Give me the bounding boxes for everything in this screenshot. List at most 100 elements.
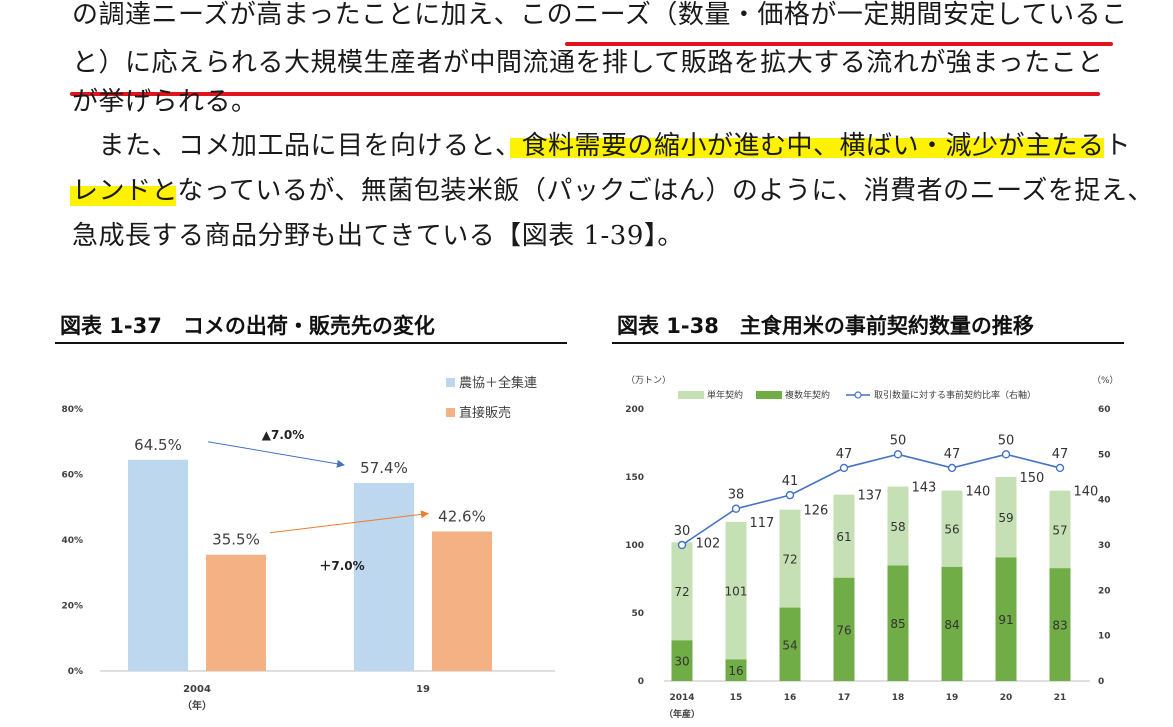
text-line-2: と）に応えられる大規模生産者が中間流通を排して販路を拡大する流れが強まったこと bbox=[72, 48, 1104, 78]
bar-single-year-20 bbox=[995, 477, 1017, 558]
y-tick-label: 0% bbox=[68, 667, 83, 677]
legend-swatch bbox=[446, 408, 455, 417]
right-tick-label: 0 bbox=[1098, 677, 1104, 687]
single-year-value: 101 bbox=[725, 585, 748, 599]
left-tick-label: 50 bbox=[631, 609, 644, 619]
total-value: 117 bbox=[750, 516, 775, 531]
left-tick-label: 150 bbox=[625, 473, 644, 483]
x-tick-label: 16 bbox=[784, 693, 797, 703]
bar-multi-year-20 bbox=[995, 557, 1017, 681]
bar-single-year-21 bbox=[1049, 490, 1071, 569]
bar-value-label: 42.6% bbox=[438, 507, 486, 525]
legend-label: 農協＋全集連 bbox=[459, 375, 537, 391]
ratio-point bbox=[893, 450, 903, 459]
bar-multi-year-16 bbox=[779, 607, 801, 681]
bar-single-year-15 bbox=[725, 521, 747, 660]
ratio-point bbox=[1055, 463, 1065, 473]
bar-single-year-18 bbox=[887, 486, 909, 566]
bar-multi-year-19 bbox=[941, 566, 963, 681]
increase-annotation: ＋7.0% bbox=[319, 559, 364, 573]
x-tick-label: 19 bbox=[416, 684, 430, 695]
y-tick-label: 20% bbox=[61, 602, 83, 612]
right-tick-label: 50 bbox=[1098, 450, 1111, 460]
left-tick-label: 200 bbox=[625, 405, 644, 415]
decrease-annotation: ▲7.0% bbox=[262, 428, 305, 442]
figure-37-rule bbox=[55, 342, 567, 344]
legend-label: 複数年契約 bbox=[785, 389, 830, 401]
figure-37-title: 図表 1-37 コメの出荷・販売先の変化 bbox=[60, 314, 435, 338]
bar-single-year-17 bbox=[833, 494, 855, 578]
x-tick-label: 18 bbox=[892, 693, 905, 703]
red-underline-1 bbox=[565, 42, 1113, 46]
bar-nokyo-19 bbox=[354, 483, 414, 671]
y-tick-label: 80% bbox=[61, 405, 83, 415]
x-tick-label: 19 bbox=[946, 693, 959, 703]
figure-38-title: 図表 1-38 主食用米の事前契約数量の推移 bbox=[617, 314, 1034, 338]
multi-year-value: 76 bbox=[836, 623, 851, 637]
total-value: 140 bbox=[966, 485, 991, 500]
x-axis-unit-label: （年） bbox=[182, 699, 212, 712]
text-line-3: が挙げられる。 bbox=[72, 87, 258, 117]
bar-multi-year-18 bbox=[887, 565, 909, 681]
legend-label: 取引数量に対する事前契約比率（右軸） bbox=[874, 389, 1036, 401]
total-value: 140 bbox=[1074, 485, 1099, 500]
x-tick-label: 2004 bbox=[183, 684, 211, 695]
right-axis-unit: （%） bbox=[1092, 375, 1119, 386]
text-line-5: レンドとなっているが、無菌包装米飯（パックごはん）のように、消費者のニーズを捉え… bbox=[72, 176, 1154, 206]
right-tick-label: 40 bbox=[1098, 496, 1111, 506]
ratio-line bbox=[681, 453, 1061, 546]
ratio-value: 47 bbox=[836, 447, 853, 462]
ratio-value: 50 bbox=[998, 433, 1015, 448]
figure-38-chart: （万トン） （%） 0 50 100 150 200 0 10 20 30 40 50 60 30 72 10… bbox=[625, 375, 1119, 720]
bar-value-label: 35.5% bbox=[212, 531, 260, 549]
multi-year-value: 54 bbox=[782, 638, 797, 652]
multi-year-value: 83 bbox=[1052, 619, 1067, 633]
bar-nokyo-2004 bbox=[128, 459, 188, 671]
total-value: 143 bbox=[912, 481, 937, 496]
ratio-point bbox=[839, 463, 849, 473]
right-tick-label: 30 bbox=[1098, 541, 1111, 551]
single-year-value: 58 bbox=[890, 520, 905, 534]
bar-multi-year-2014 bbox=[671, 640, 693, 681]
ratio-point bbox=[785, 490, 795, 500]
text-line-4: また、コメ加工品に目を向けると、食料需要の縮小が進む中、横ばい・減少が主たるト bbox=[72, 131, 1131, 161]
y-tick-label: 60% bbox=[61, 471, 83, 481]
bar-multi-year-21 bbox=[1049, 568, 1071, 681]
left-tick-label: 0 bbox=[638, 677, 644, 687]
right-tick-label: 60 bbox=[1098, 405, 1111, 415]
single-year-value: 56 bbox=[944, 523, 959, 537]
text-line-6: 急成長する商品分野も出てきている【図表 1-39】。 bbox=[72, 221, 684, 251]
red-underline-2 bbox=[70, 92, 1100, 96]
bar-value-label: 64.5% bbox=[134, 436, 182, 454]
bar-single-year-16 bbox=[779, 509, 801, 608]
multi-year-value: 30 bbox=[674, 655, 689, 669]
multi-year-value: 85 bbox=[890, 617, 905, 631]
ratio-point bbox=[677, 540, 687, 550]
multi-year-value: 16 bbox=[728, 664, 743, 678]
legend-swatch bbox=[446, 378, 455, 387]
single-year-value: 61 bbox=[836, 530, 851, 544]
figure-38-rule bbox=[612, 342, 1124, 344]
ratio-value: 41 bbox=[782, 474, 799, 489]
increase-arrow bbox=[269, 510, 429, 534]
bar-direct-19 bbox=[432, 531, 492, 671]
legend-swatch-multi bbox=[756, 391, 782, 399]
single-year-value: 57 bbox=[1052, 523, 1067, 537]
legend-label: 直接販売 bbox=[459, 405, 511, 421]
left-tick-label: 100 bbox=[625, 541, 644, 551]
bar-multi-year-17 bbox=[833, 577, 855, 681]
total-value: 102 bbox=[696, 536, 721, 551]
ratio-point bbox=[731, 504, 741, 513]
right-tick-label: 10 bbox=[1098, 632, 1111, 642]
bar-multi-year-15 bbox=[725, 659, 747, 681]
bar-value-label: 57.4% bbox=[360, 459, 408, 477]
bar-single-year-2014 bbox=[671, 542, 693, 641]
total-value: 137 bbox=[858, 489, 883, 504]
x-tick-label: 20 bbox=[1000, 693, 1013, 703]
ratio-value: 38 bbox=[728, 488, 745, 503]
single-year-value: 72 bbox=[674, 585, 689, 599]
yellow-highlight-2 bbox=[70, 186, 176, 206]
bar-single-year-19 bbox=[941, 490, 963, 567]
legend-marker bbox=[854, 391, 862, 399]
ratio-value: 30 bbox=[674, 524, 691, 539]
